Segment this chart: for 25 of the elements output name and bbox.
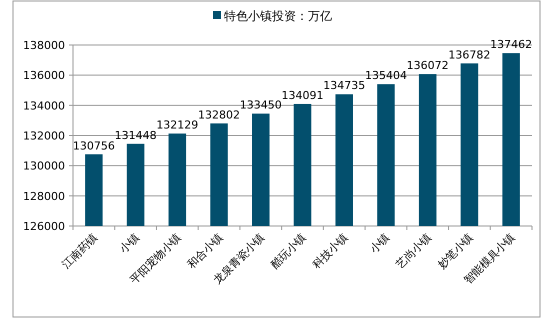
x-tick-label: 小镇 xyxy=(116,230,142,256)
data-label: 134091 xyxy=(282,88,324,102)
y-tick-label: 138000 xyxy=(23,39,65,52)
x-tick-label: 艺尚小镇 xyxy=(394,230,434,272)
y-tick-label: 132000 xyxy=(23,130,65,142)
legend-label: 特色小镇投资：万亿 xyxy=(224,9,332,23)
data-label: 137462 xyxy=(490,38,532,52)
y-tick-label: 136000 xyxy=(23,69,65,82)
y-tick-label: 128000 xyxy=(23,190,65,203)
data-label: 131448 xyxy=(114,128,157,142)
data-label: 132802 xyxy=(198,108,240,122)
data-label: 136782 xyxy=(448,48,490,62)
data-label: 136072 xyxy=(406,59,449,72)
data-label: 135404 xyxy=(364,69,407,82)
x-tick-label: 江南药镇 xyxy=(60,230,100,272)
x-tick-label: 酷玩小镇 xyxy=(268,230,309,272)
y-tick-label: 130000 xyxy=(23,160,65,173)
x-tick-label: 小镇 xyxy=(367,230,392,256)
data-label: 134735 xyxy=(323,79,366,92)
x-tick-label: 科技小镇 xyxy=(310,230,350,272)
y-tick-label: 126000 xyxy=(23,220,65,233)
data-label: 132129 xyxy=(156,118,198,132)
y-tick-label: 134000 xyxy=(23,99,65,112)
data-label: 130756 xyxy=(72,139,115,152)
data-label: 133450 xyxy=(240,98,282,112)
